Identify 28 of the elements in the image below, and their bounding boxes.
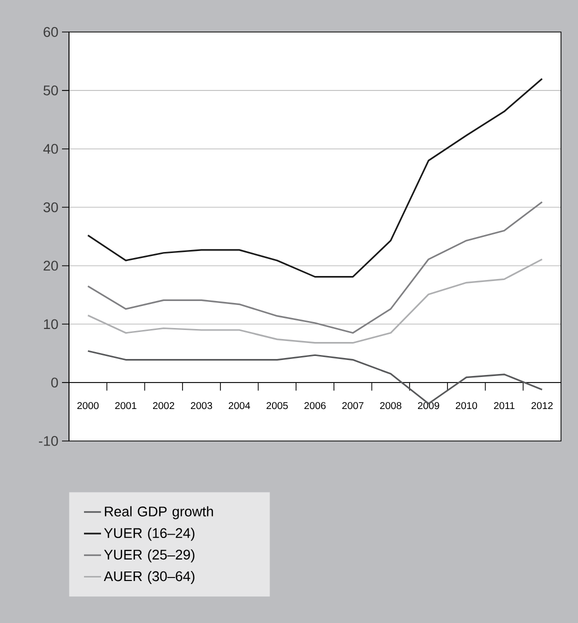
x-tick-label: 2008 <box>380 402 402 410</box>
y-tick-label: 60 <box>44 27 58 37</box>
legend-label: Real GDP growth <box>104 506 213 520</box>
x-tick-label: 2003 <box>190 402 212 410</box>
x-tick-label: 2000 <box>77 402 99 410</box>
line-series <box>87 258 543 344</box>
line-series <box>87 201 543 334</box>
y-tick-label: 30 <box>43 202 58 212</box>
x-tick-label: 2011 <box>494 402 514 410</box>
x-tick-label: 2001 <box>115 402 136 410</box>
legend-label: AUER (30–64) <box>104 570 194 584</box>
x-tick-label: 2002 <box>153 402 174 410</box>
legend-label: YUER (25–29) <box>104 549 194 562</box>
line-series <box>87 78 543 278</box>
x-tick-label: 2010 <box>456 402 478 410</box>
y-tick-label: 10 <box>44 319 58 330</box>
y-tick-label: 50 <box>44 85 58 96</box>
y-tick-label: -10 <box>38 436 58 446</box>
x-tick-label: 2005 <box>266 402 288 410</box>
y-tick-label: 0 <box>51 378 58 388</box>
x-tick-label: 2004 <box>228 402 250 410</box>
legend-label: YUER (16–24) <box>104 528 194 541</box>
y-tick-label: 40 <box>43 144 58 154</box>
y-tick-label: 20 <box>44 260 58 271</box>
x-tick-label: 2012 <box>532 402 553 410</box>
x-tick-label: 2007 <box>342 402 364 410</box>
x-tick-label: 2009 <box>418 402 440 410</box>
x-tick-label: 2006 <box>304 402 326 410</box>
